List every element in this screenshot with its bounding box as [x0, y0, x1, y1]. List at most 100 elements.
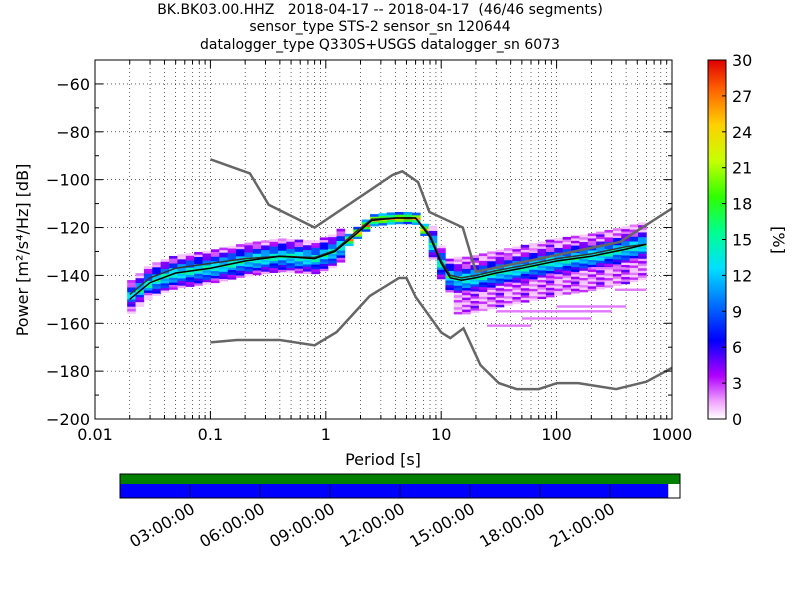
heatmap-cell: [152, 262, 161, 265]
heatmap-cell: [236, 246, 245, 250]
colorbar-tick-label: 9: [732, 302, 742, 321]
heatmap-cell: [478, 301, 488, 304]
heatmap-cell: [504, 300, 513, 304]
heatmap-cell: [478, 255, 488, 259]
heatmap-cell: [328, 246, 337, 250]
heatmap-cell: [629, 234, 639, 237]
heatmap-cell: [529, 271, 538, 275]
heatmap-cell: [612, 276, 622, 279]
heatmap-cell: [504, 288, 513, 292]
heatmap-cell: [596, 236, 605, 240]
heatmap-cell: [428, 235, 438, 239]
heatmap-cell: [495, 256, 505, 260]
heatmap-cell: [395, 219, 404, 222]
heatmap-cell: [470, 260, 480, 263]
heatmap-cell: [545, 251, 555, 255]
colorbar-label: [%]: [769, 226, 788, 254]
heatmap-cell: [462, 304, 471, 308]
heatmap-cell: [277, 264, 287, 268]
heatmap-cell: [462, 271, 471, 274]
heatmap-cell: [545, 277, 555, 281]
heatmap-cell: [638, 246, 647, 250]
heatmap-cell: [135, 297, 145, 300]
heatmap-cell: [629, 253, 639, 256]
heatmap-cell: [328, 244, 337, 247]
heatmap-cell: [562, 253, 572, 257]
heatmap-cell: [219, 271, 228, 275]
chart-title-line-3: datalogger_type Q330S+USGS datalogger_sn…: [200, 37, 560, 53]
heatmap-cell: [152, 269, 161, 273]
heatmap-cell: [252, 248, 262, 252]
heatmap-cell: [160, 261, 170, 265]
heatmap-cell: [621, 279, 630, 282]
heatmap-cell: [252, 270, 262, 273]
heatmap-cell: [135, 304, 145, 307]
heatmap-cell: [604, 263, 614, 267]
heatmap-cell: [152, 267, 161, 270]
heatmap-cell: [185, 267, 195, 271]
heatmap-cell: [236, 256, 245, 259]
heatmap-cell: [160, 290, 170, 293]
heatmap-cell: [437, 247, 446, 251]
heatmap-cell: [261, 266, 270, 270]
heatmap-cell: [621, 257, 630, 261]
heatmap-cell: [562, 282, 572, 286]
heatmap-cell: [336, 252, 346, 256]
heatmap-cell: [612, 235, 622, 239]
heatmap-cell: [571, 276, 580, 280]
heatmap-cell: [135, 294, 145, 298]
heatmap-cell: [638, 260, 647, 264]
heatmap-cell: [562, 275, 572, 278]
heatmap-cell: [554, 238, 563, 241]
heatmap-cell: [219, 261, 228, 265]
heatmap-cell: [160, 287, 170, 291]
heatmap-cell: [445, 270, 455, 274]
heatmap-cell: [395, 211, 404, 215]
heatmap-cell: [286, 239, 295, 242]
heatmap-cell: [596, 246, 605, 249]
heatmap-cell: [612, 237, 622, 241]
heatmap-cell: [269, 248, 279, 252]
heatmap-cell: [604, 284, 614, 288]
heatmap-cell: [169, 255, 178, 259]
heatmap-cell: [152, 281, 161, 285]
heatmap-cell: [336, 250, 346, 253]
heatmap-cell: [562, 289, 572, 293]
heatmap-cell: [478, 286, 488, 290]
heatmap-cell: [604, 234, 614, 238]
heatmap-cell: [470, 288, 480, 292]
heatmap-cell: [445, 265, 455, 269]
heatmap-cell: [629, 238, 639, 242]
colorbar-ticks: 0 3 6 9 12 15 18 21 24 27 30: [722, 51, 752, 429]
heatmap-cell: [336, 231, 346, 234]
heatmap-cell: [487, 282, 496, 286]
heatmap-cell: [537, 250, 547, 254]
heatmap-cell: [638, 265, 647, 269]
heatmap-cell: [612, 273, 622, 277]
heatmap-cell: [587, 269, 597, 272]
heatmap-cell: [470, 272, 480, 275]
heatmap-cell: [185, 279, 195, 283]
heatmap-cell: [252, 272, 262, 276]
heatmap-cell: [621, 281, 630, 285]
heatmap-cell: [353, 226, 362, 230]
heatmap-cell: [529, 293, 538, 297]
heatmap-cell: [344, 243, 354, 247]
heatmap-cell: [462, 294, 471, 298]
heatmap-cell: [219, 249, 228, 253]
heatmap-cell: [336, 247, 346, 251]
heatmap-cell: [537, 294, 547, 297]
heatmap-cell: [152, 293, 161, 297]
heatmap-cell: [294, 270, 304, 274]
heatmap-cell: [462, 311, 471, 315]
heatmap-cell: [227, 264, 237, 268]
heatmap-cell: [311, 245, 321, 248]
heatmap-cell: [202, 269, 212, 273]
heatmap-cell: [428, 230, 438, 234]
heatmap-cell: [495, 273, 505, 277]
heatmap-cell: [487, 256, 496, 259]
heatmap-cell: [152, 276, 161, 280]
heatmap-cell: [462, 282, 471, 286]
heatmap-cell: [169, 263, 178, 266]
heatmap-cell: [286, 265, 295, 269]
